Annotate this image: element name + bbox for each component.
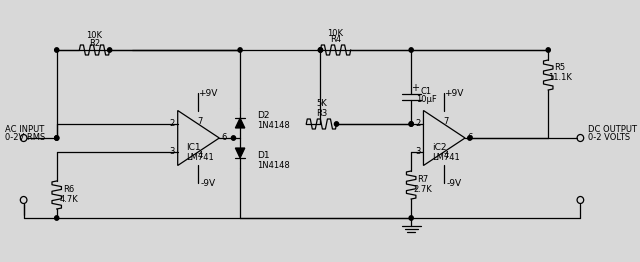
Text: 2.7K: 2.7K <box>413 185 432 194</box>
Text: 10µF: 10µF <box>416 96 436 105</box>
Text: 1N4148: 1N4148 <box>257 121 290 129</box>
Circle shape <box>54 136 59 140</box>
Text: LM741: LM741 <box>432 154 460 162</box>
Text: IC1: IC1 <box>186 144 201 152</box>
Circle shape <box>468 136 472 140</box>
Text: 0-2 VOLTS: 0-2 VOLTS <box>588 134 630 143</box>
Text: 1N4148: 1N4148 <box>257 161 290 170</box>
Text: +9V: +9V <box>198 89 218 97</box>
Circle shape <box>232 136 236 140</box>
Text: R6: R6 <box>63 185 75 194</box>
Circle shape <box>54 136 59 140</box>
Text: 2: 2 <box>415 119 420 128</box>
Text: 3: 3 <box>415 148 420 156</box>
Circle shape <box>546 48 550 52</box>
Text: R7: R7 <box>417 176 428 184</box>
Text: C1: C1 <box>420 88 432 96</box>
Text: 11.1K: 11.1K <box>548 74 572 83</box>
Circle shape <box>409 48 413 52</box>
Text: 6: 6 <box>221 134 227 143</box>
Text: D2: D2 <box>257 111 269 119</box>
Text: AC INPUT: AC INPUT <box>4 125 44 134</box>
Circle shape <box>108 48 112 52</box>
Polygon shape <box>236 118 245 128</box>
Text: 4: 4 <box>444 150 449 160</box>
Circle shape <box>54 216 59 220</box>
Text: DC OUTPUT: DC OUTPUT <box>588 125 637 134</box>
Text: 4.7K: 4.7K <box>60 195 78 205</box>
Text: 0-2V RMS: 0-2V RMS <box>4 134 45 143</box>
Text: 10K: 10K <box>328 29 344 37</box>
Text: 10K: 10K <box>86 31 102 41</box>
Text: 6: 6 <box>467 134 472 143</box>
Text: R4: R4 <box>330 35 341 45</box>
Text: -9V: -9V <box>446 178 461 188</box>
Text: R2: R2 <box>89 39 100 47</box>
Polygon shape <box>236 148 245 158</box>
Circle shape <box>318 48 323 52</box>
Text: 7: 7 <box>444 117 449 127</box>
Circle shape <box>54 48 59 52</box>
Circle shape <box>409 216 413 220</box>
Text: iC2: iC2 <box>432 144 447 152</box>
Text: 5K: 5K <box>316 100 327 108</box>
Text: LM741: LM741 <box>186 154 214 162</box>
Text: +9V: +9V <box>444 89 463 97</box>
Text: 3: 3 <box>170 148 175 156</box>
Text: R5: R5 <box>554 63 565 73</box>
Text: +: + <box>411 83 419 93</box>
Text: -9V: -9V <box>200 178 216 188</box>
Circle shape <box>409 122 413 126</box>
Text: R3: R3 <box>316 110 327 118</box>
Text: 7: 7 <box>198 117 203 127</box>
Circle shape <box>238 48 242 52</box>
Text: D1: D1 <box>257 150 269 160</box>
Circle shape <box>318 48 323 52</box>
Circle shape <box>409 122 413 126</box>
Circle shape <box>335 122 339 126</box>
Text: 4: 4 <box>198 150 203 160</box>
Text: 2: 2 <box>170 119 175 128</box>
